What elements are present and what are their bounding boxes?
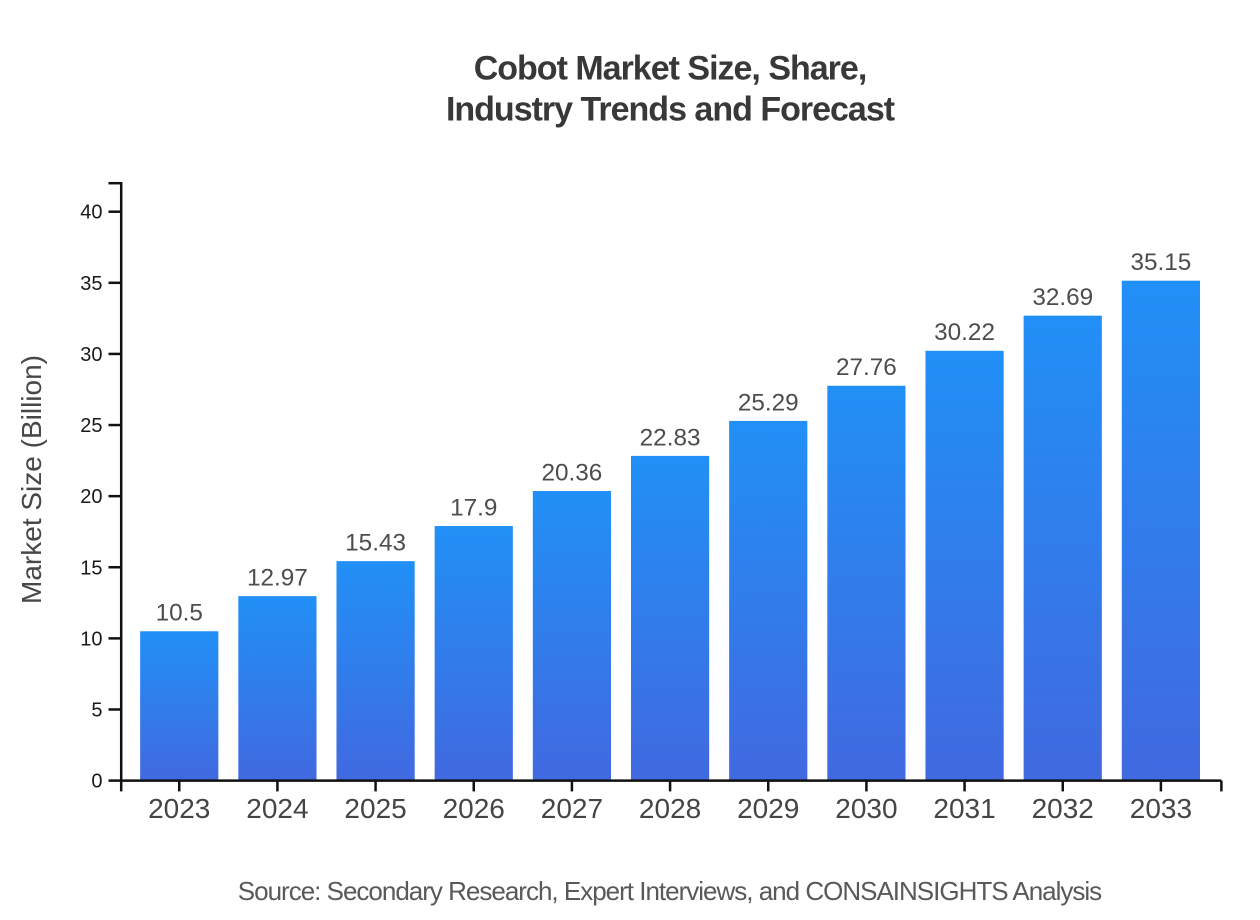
svg-text:5: 5 (91, 700, 102, 722)
svg-text:10: 10 (80, 628, 102, 650)
svg-text:Industry Trends and Forecast: Industry Trends and Forecast (446, 90, 895, 128)
svg-text:Cobot Market Size, Share,: Cobot Market Size, Share, (474, 50, 867, 88)
svg-text:2027: 2027 (541, 793, 603, 824)
svg-text:2032: 2032 (1032, 793, 1094, 824)
svg-text:15.43: 15.43 (345, 530, 406, 557)
svg-text:2024: 2024 (246, 793, 308, 824)
svg-text:2031: 2031 (933, 793, 995, 824)
svg-text:2028: 2028 (639, 793, 701, 824)
svg-text:Market Size (Billion): Market Size (Billion) (16, 355, 47, 604)
svg-text:22.83: 22.83 (640, 424, 701, 451)
svg-text:17.9: 17.9 (450, 494, 497, 521)
svg-text:12.97: 12.97 (247, 565, 308, 592)
svg-text:15: 15 (80, 557, 102, 579)
svg-text:2029: 2029 (737, 793, 799, 824)
svg-text:2030: 2030 (835, 793, 897, 824)
svg-text:Source: Secondary Research, Ex: Source: Secondary Research, Expert Inter… (238, 876, 1102, 906)
svg-text:2025: 2025 (344, 793, 406, 824)
svg-text:20: 20 (80, 486, 102, 508)
svg-text:2033: 2033 (1130, 793, 1192, 824)
svg-text:30.22: 30.22 (934, 319, 995, 346)
svg-text:25: 25 (80, 415, 102, 437)
svg-text:20.36: 20.36 (542, 459, 603, 486)
svg-text:35.15: 35.15 (1130, 249, 1191, 276)
svg-text:30: 30 (80, 344, 102, 366)
svg-text:40: 40 (80, 202, 102, 224)
svg-text:2023: 2023 (148, 793, 210, 824)
svg-text:32.69: 32.69 (1032, 284, 1093, 311)
svg-text:0: 0 (91, 771, 102, 793)
svg-text:2026: 2026 (443, 793, 505, 824)
svg-text:25.29: 25.29 (738, 389, 799, 416)
svg-text:10.5: 10.5 (156, 600, 203, 627)
svg-text:27.76: 27.76 (836, 354, 897, 381)
svg-text:35: 35 (80, 273, 102, 295)
